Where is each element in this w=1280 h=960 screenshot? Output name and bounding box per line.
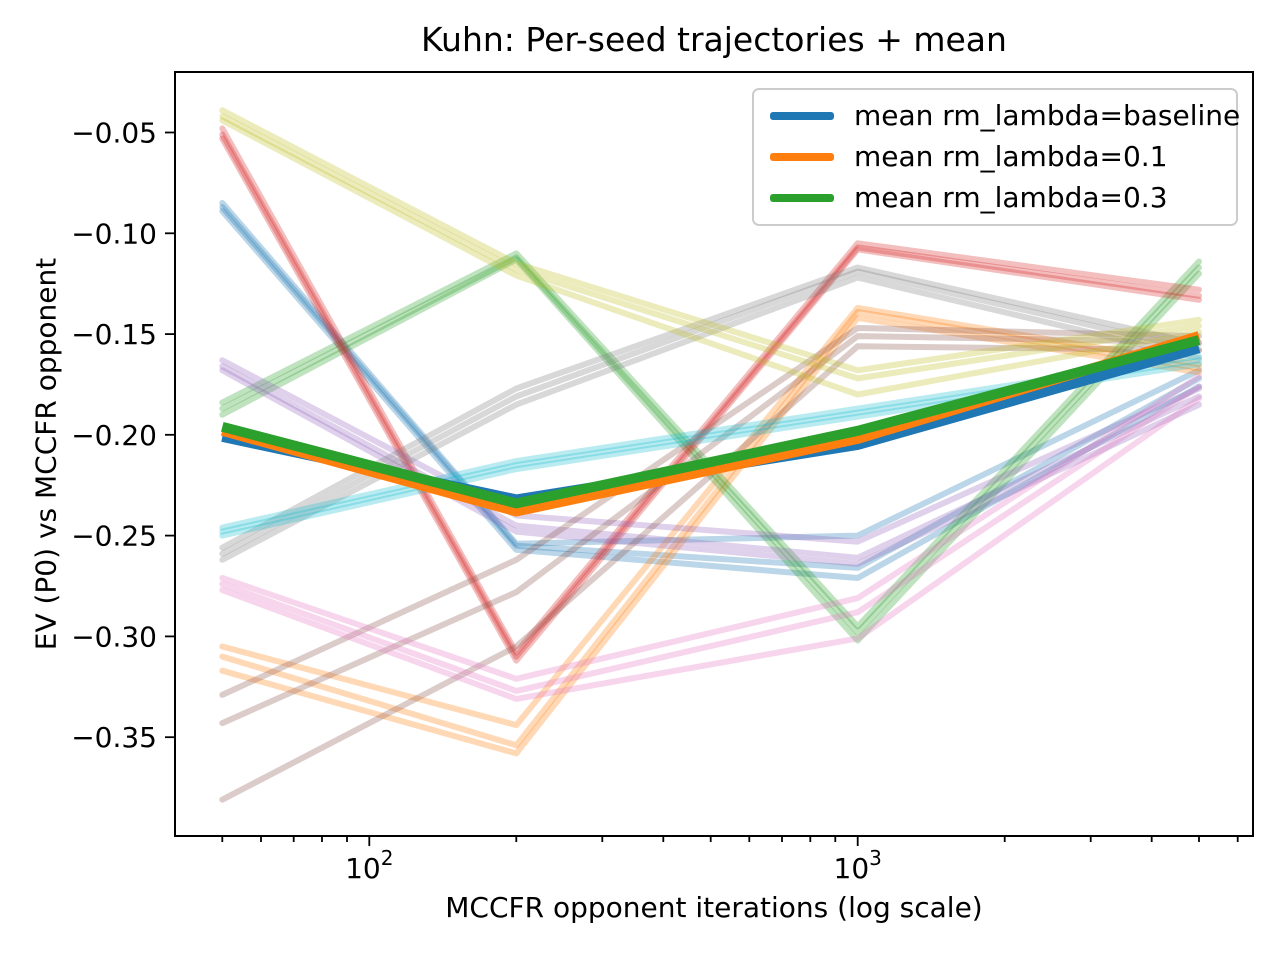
seed-trajectory-line	[219, 367, 1202, 567]
seed-trajectory-line	[219, 314, 1202, 757]
seed-trajectory-line	[219, 125, 1202, 656]
seed-trajectory-line	[219, 363, 1202, 561]
seed-trajectory-line	[219, 204, 1202, 571]
y-tick-label: −0.35	[71, 721, 157, 754]
y-axis-label: EV (P0) vs MCCFR opponent	[29, 257, 63, 651]
x-axis-label: MCCFR opponent iterations (log scale)	[445, 891, 983, 924]
legend-label: mean rm_lambda=0.1	[854, 139, 1168, 173]
legend-label: mean rm_lambda=baseline	[854, 99, 1241, 133]
chart-title: Kuhn: Per-seed trajectories + mean	[421, 20, 1007, 59]
mean-line	[221, 335, 1201, 509]
legend: mean rm_lambda=baseline mean rm_lambda=0…	[752, 88, 1240, 226]
seed-trajectory-line	[219, 357, 1202, 545]
y-tick-label: −0.10	[71, 217, 157, 250]
seed-trajectory-line	[219, 113, 1202, 382]
x-tick-label: 103	[834, 846, 882, 885]
seed-trajectory-line	[219, 274, 1202, 563]
legend-line-swatch	[770, 112, 834, 121]
legend-entry: mean rm_lambda=0.3	[770, 178, 1230, 218]
seed-trajectory-line	[219, 395, 1202, 702]
y-tick-label: −0.15	[71, 318, 157, 351]
axes-frame	[174, 71, 1254, 837]
seed-trajectory-line	[219, 254, 1202, 636]
seed-trajectory-line	[219, 131, 1202, 660]
seed-trajectory-line	[219, 268, 1202, 557]
legend-entry: mean rm_lambda=0.1	[770, 137, 1230, 177]
legend-label: mean rm_lambda=0.3	[854, 180, 1168, 214]
seed-trajectory-line	[219, 383, 1202, 694]
y-tick-label: −0.25	[71, 520, 157, 553]
legend-line-swatch	[770, 193, 834, 202]
seed-trajectory-line	[219, 325, 1202, 698]
legend-entry: mean rm_lambda=baseline	[770, 96, 1240, 136]
seed-trajectory-line	[219, 200, 1202, 547]
seed-trajectory-line	[219, 250, 1202, 630]
legend-line-swatch	[770, 152, 834, 161]
seed-trajectory-line	[219, 308, 1202, 749]
y-tick-label: −0.30	[71, 620, 157, 653]
seed-trajectory-line	[219, 135, 1202, 664]
seed-trajectory-line	[219, 107, 1202, 374]
seed-trajectory-line	[219, 343, 1202, 803]
y-tick-label: −0.05	[71, 117, 157, 150]
seed-trajectory-line	[219, 304, 1202, 729]
x-tick-label: 102	[345, 846, 393, 885]
seed-trajectory-line	[219, 117, 1202, 398]
seed-trajectory-line	[219, 373, 1202, 682]
y-tick-label: −0.20	[71, 419, 157, 452]
seed-trajectory-line	[219, 208, 1202, 581]
seed-trajectory-line	[219, 256, 1202, 644]
